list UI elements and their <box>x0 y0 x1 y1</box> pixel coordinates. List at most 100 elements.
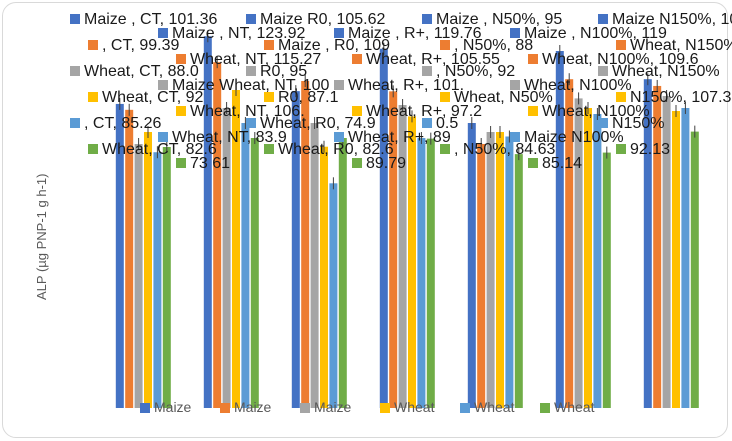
data-label: 92.13 <box>630 141 670 158</box>
data-label: Maize , NT, 123.92 <box>172 25 306 42</box>
data-label: Wheat, CT, 92 <box>102 89 203 106</box>
data-label-marker <box>352 54 362 64</box>
bar-group1-series6 <box>162 147 171 408</box>
data-label-marker <box>510 80 520 90</box>
y-axis-label: ALP (µg PNP-1 g h-1) <box>34 174 49 300</box>
legend-label: Wheat <box>394 399 435 415</box>
data-label: Wheat, N150% <box>630 37 732 54</box>
bar-group6-series4 <box>584 108 592 408</box>
data-label: N150% <box>612 115 664 132</box>
data-label: Maize N100% <box>524 129 624 146</box>
bar-group5-series3 <box>486 132 495 408</box>
data-label-marker <box>352 106 362 116</box>
bar-group5-series6 <box>514 154 523 408</box>
data-label: R0, 87.1 <box>278 89 339 106</box>
legend-label: Maize <box>314 399 352 415</box>
data-label-marker <box>246 66 256 76</box>
bar-group6-series5 <box>593 114 602 408</box>
data-label-marker <box>422 118 432 128</box>
data-label-marker <box>176 158 186 168</box>
data-label-marker <box>422 14 432 24</box>
data-label-marker <box>352 158 362 168</box>
data-label-marker <box>70 14 80 24</box>
data-label: 89.79 <box>366 155 406 172</box>
data-label: Wheat, R0, 74.9 <box>260 115 376 132</box>
data-label: Maize N150%, 109.6 <box>612 11 732 28</box>
data-label: Wheat, N100%, 109.6 <box>542 51 699 68</box>
data-label-marker <box>70 66 80 76</box>
bar-group4-series2 <box>389 91 398 408</box>
data-label-marker <box>510 132 520 142</box>
legend-swatch <box>220 403 230 413</box>
data-label-marker <box>88 40 98 50</box>
data-label: Wheat, R+, 105.55 <box>366 51 500 68</box>
data-label: , N50%, 92 <box>436 63 515 80</box>
bar-group3-series5 <box>329 183 338 408</box>
data-label-marker <box>264 92 274 102</box>
legend-label: Wheat <box>554 399 595 415</box>
data-label: 85.14 <box>542 155 582 172</box>
bar-group4-series1 <box>379 48 388 408</box>
data-label-marker <box>246 14 256 24</box>
data-label: 73 61 <box>190 155 230 172</box>
bar-group7-series3 <box>662 96 671 408</box>
legend-swatch <box>460 403 470 413</box>
bar-group1-series1 <box>115 103 124 409</box>
data-label: , CT, 99.39 <box>102 37 179 54</box>
data-label: Wheat, N100% <box>542 103 650 120</box>
bar-group4-series6 <box>426 138 435 408</box>
data-label: Wheat, R0, 82.6 <box>278 141 394 158</box>
data-label-marker <box>598 66 608 76</box>
data-label: R0, 95 <box>260 63 307 80</box>
bar-group6-series6 <box>602 152 611 408</box>
data-label-marker <box>334 80 344 90</box>
data-label-marker <box>616 40 626 50</box>
data-label-marker <box>422 66 432 76</box>
data-labels-layer: Maize , CT, 101.36 , CT, 99.39 Wheat, CT, … <box>70 11 732 172</box>
bar-group7-series2 <box>653 85 662 408</box>
data-label: Wheat, R+, 97.2 <box>366 103 482 120</box>
data-label-marker <box>440 92 450 102</box>
data-label-marker <box>88 92 98 102</box>
data-label-marker <box>176 106 186 116</box>
data-label: 0.5 <box>436 115 458 132</box>
bar-group3-series2 <box>301 81 310 408</box>
data-label: Wheat, R+, 101. <box>348 77 464 94</box>
data-label: , CT, 85.26 <box>84 115 161 132</box>
legend: Maize Maize Maize Wheat Wheat Wheat <box>140 399 595 415</box>
data-label-marker <box>334 132 344 142</box>
data-label: Wheat, NT, 115.27 <box>190 51 321 68</box>
data-label-marker <box>88 144 98 154</box>
bar-group1-series2 <box>125 109 134 408</box>
legend-swatch <box>140 403 150 413</box>
data-label: , N50%, 84.63 <box>454 141 556 158</box>
data-label-marker <box>510 28 520 38</box>
bar-group3-series6 <box>338 138 347 408</box>
legend-swatch <box>380 403 390 413</box>
data-label-marker <box>158 132 168 142</box>
data-label: Wheat, N150% <box>612 63 720 80</box>
bar-group5-series2 <box>477 144 486 408</box>
bar-group4-series5 <box>417 138 426 408</box>
data-label: Maize , N50%, 95 <box>436 11 562 28</box>
data-label-marker <box>176 54 186 64</box>
data-label-marker <box>246 118 256 128</box>
data-label: Maize R0, 105.62 <box>260 11 386 28</box>
bar-group1-series5 <box>153 152 162 408</box>
bar-group6-series1 <box>555 51 564 408</box>
bar-group5-series1 <box>467 123 476 408</box>
data-label-marker <box>598 118 608 128</box>
data-label-marker <box>158 80 168 90</box>
bar-group2-series5 <box>241 123 250 408</box>
data-label: Wheat, NT, 83.9 <box>172 129 287 146</box>
data-label-marker <box>440 40 450 50</box>
bar-group1-series3 <box>134 144 143 408</box>
data-label-marker <box>528 54 538 64</box>
data-label: Maize , R0, 109 <box>278 37 390 54</box>
bar-group2-series3 <box>222 108 231 408</box>
bar-group3-series4 <box>320 146 328 408</box>
bar-group7-series4 <box>672 111 680 408</box>
bars-layer <box>115 30 699 409</box>
legend-swatch <box>540 403 550 413</box>
